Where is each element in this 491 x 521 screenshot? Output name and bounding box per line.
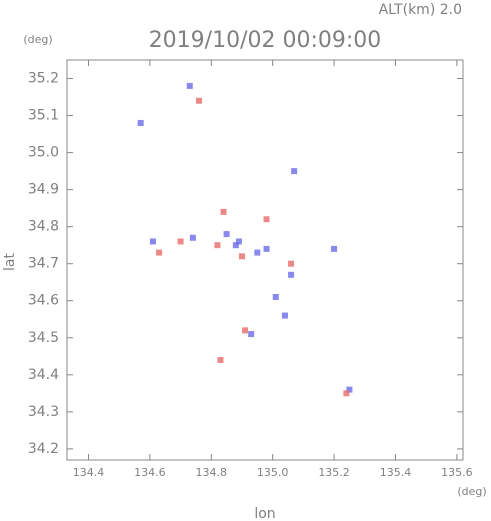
y-tick-label: 34.7 bbox=[28, 256, 59, 272]
y-tick-label: 34.6 bbox=[28, 293, 59, 309]
echo-point bbox=[232, 242, 239, 249]
y-tick-label: 34.2 bbox=[28, 441, 59, 457]
echo-point bbox=[242, 327, 249, 334]
y-tick-label: 35.1 bbox=[28, 108, 59, 124]
echo-point bbox=[214, 242, 221, 249]
y-tick-label: 34.9 bbox=[28, 182, 59, 198]
echo-point bbox=[248, 331, 255, 338]
echo-point bbox=[220, 208, 227, 215]
subtitle: ALT(km) 2.0 bbox=[379, 2, 462, 18]
x-tick-label: 134.8 bbox=[196, 466, 228, 479]
x-tick-label: 134.4 bbox=[73, 466, 105, 479]
echo-point bbox=[254, 249, 261, 256]
echo-point bbox=[288, 260, 295, 267]
echo-point bbox=[272, 294, 279, 301]
y-tick-label: 35.0 bbox=[28, 145, 59, 161]
echo-point bbox=[291, 168, 298, 175]
x-tick-label: 135.0 bbox=[257, 466, 289, 479]
y-tick-label: 34.8 bbox=[28, 219, 59, 235]
echo-point bbox=[196, 97, 202, 104]
echo-point bbox=[263, 216, 270, 223]
echo-point bbox=[156, 249, 163, 256]
echo-point bbox=[223, 231, 230, 238]
chart-title: 2019/10/02 00:09:00 bbox=[149, 28, 382, 53]
y-tick-label: 34.5 bbox=[28, 330, 59, 346]
echo-point bbox=[177, 238, 184, 245]
echo-point bbox=[288, 271, 295, 278]
echo-point bbox=[149, 238, 156, 245]
echo-point bbox=[263, 245, 270, 252]
y-axis-label: lat bbox=[2, 253, 18, 271]
echo-point bbox=[281, 312, 288, 319]
y-tick-label: 34.3 bbox=[28, 404, 59, 420]
x-tick-label: 134.6 bbox=[134, 466, 166, 479]
echo-point bbox=[238, 253, 245, 260]
x-axis-label: lon bbox=[254, 506, 275, 521]
y-tick-label: 34.4 bbox=[28, 367, 59, 383]
y-tick-label: 35.2 bbox=[28, 71, 59, 87]
echo-point bbox=[186, 82, 193, 89]
echo-point bbox=[331, 245, 338, 252]
x-tick-label: 135.4 bbox=[380, 466, 412, 479]
x-tick-label: 135.2 bbox=[318, 466, 350, 479]
echo-point bbox=[343, 390, 350, 397]
echo-point bbox=[235, 238, 242, 245]
echo-point bbox=[217, 357, 224, 363]
echo-point bbox=[346, 386, 353, 393]
echo-point bbox=[137, 119, 144, 126]
echo-point bbox=[189, 234, 196, 241]
x-tick-label: 135.6 bbox=[441, 466, 473, 479]
y-unit: (deg) bbox=[23, 33, 52, 46]
plot-frame bbox=[66, 59, 464, 461]
x-unit: (deg) bbox=[457, 485, 486, 498]
